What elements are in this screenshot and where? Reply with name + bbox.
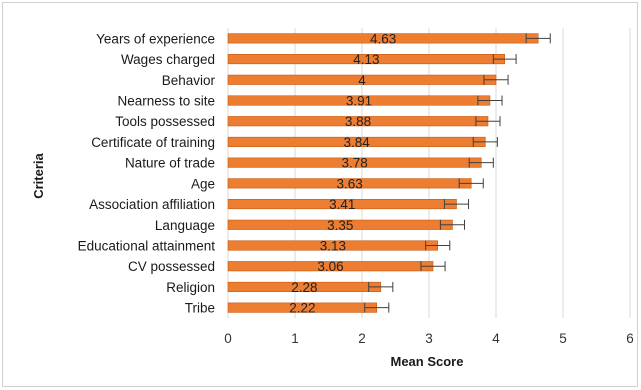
error-bar (475, 116, 501, 127)
error-bar (483, 74, 509, 85)
category-label: Age (191, 176, 215, 191)
data-label: 2.22 (289, 301, 315, 316)
error-bar (472, 136, 498, 147)
x-tick-label: 0 (224, 331, 232, 346)
chart-frame: 4.63 4.13 4 3.91 3.88 3.84 3.78 3.63 3.41 3.35 3.1… (2, 2, 638, 387)
category-label: Association affiliation (89, 197, 215, 212)
error-bar (525, 33, 551, 44)
x-tick-label: 2 (358, 331, 366, 346)
error-bar (458, 178, 484, 189)
data-label: 4.63 (370, 31, 396, 46)
error-bar (468, 157, 494, 168)
category-label: Behavior (162, 73, 216, 88)
category-label: Nature of trade (125, 156, 215, 171)
data-label: 3.13 (320, 239, 346, 254)
category-label: Nearness to site (117, 94, 215, 109)
y-axis-title: Criteria (31, 152, 46, 198)
bars (227, 33, 539, 313)
category-label: Years of experience (96, 31, 215, 46)
bar-chart: 4.63 4.13 4 3.91 3.88 3.84 3.78 3.63 3.41 3.35 3.1… (31, 28, 634, 369)
error-bar (492, 54, 517, 65)
error-bar (364, 302, 390, 313)
data-labels: 4.63 4.13 4 3.91 3.88 3.84 3.78 3.63 3.41 3.35 3.1… (289, 31, 396, 315)
data-label: 3.88 (345, 114, 371, 129)
x-tick-label: 4 (492, 331, 500, 346)
x-tick-label: 1 (291, 331, 299, 346)
x-tick-labels: 0 1 2 3 4 5 6 (224, 331, 634, 346)
gridlines (227, 28, 631, 318)
x-axis-title: Mean Score (391, 354, 464, 369)
data-label: 3.78 (341, 156, 367, 171)
category-label: Tribe (185, 301, 215, 316)
error-bar (443, 199, 470, 210)
category-label: Religion (166, 280, 215, 295)
data-label: 2.28 (291, 280, 317, 295)
category-label: Wages charged (121, 52, 215, 67)
error-bar (368, 281, 394, 292)
category-label: Tools possessed (115, 114, 215, 129)
data-label: 3.41 (329, 197, 355, 212)
error-bar (439, 219, 466, 230)
data-label: 3.06 (317, 259, 343, 274)
error-bars (364, 33, 551, 313)
error-bar (420, 261, 446, 272)
error-bar (425, 240, 451, 251)
x-tick-label: 6 (626, 331, 634, 346)
category-label: Educational attainment (78, 239, 216, 254)
category-label: CV possessed (128, 259, 215, 274)
data-label: 3.91 (346, 94, 372, 109)
category-label: Certificate of training (91, 135, 215, 150)
data-label: 4 (358, 73, 366, 88)
data-label: 3.63 (336, 176, 362, 191)
data-label: 3.35 (327, 218, 353, 233)
x-tick-label: 3 (425, 331, 433, 346)
error-bar (477, 95, 503, 106)
data-label: 3.84 (343, 135, 370, 150)
category-label: Language (155, 218, 215, 233)
data-label: 4.13 (353, 52, 379, 67)
x-tick-label: 5 (559, 331, 567, 346)
category-labels: Years of experience Wages charged Behavior… (78, 31, 216, 315)
